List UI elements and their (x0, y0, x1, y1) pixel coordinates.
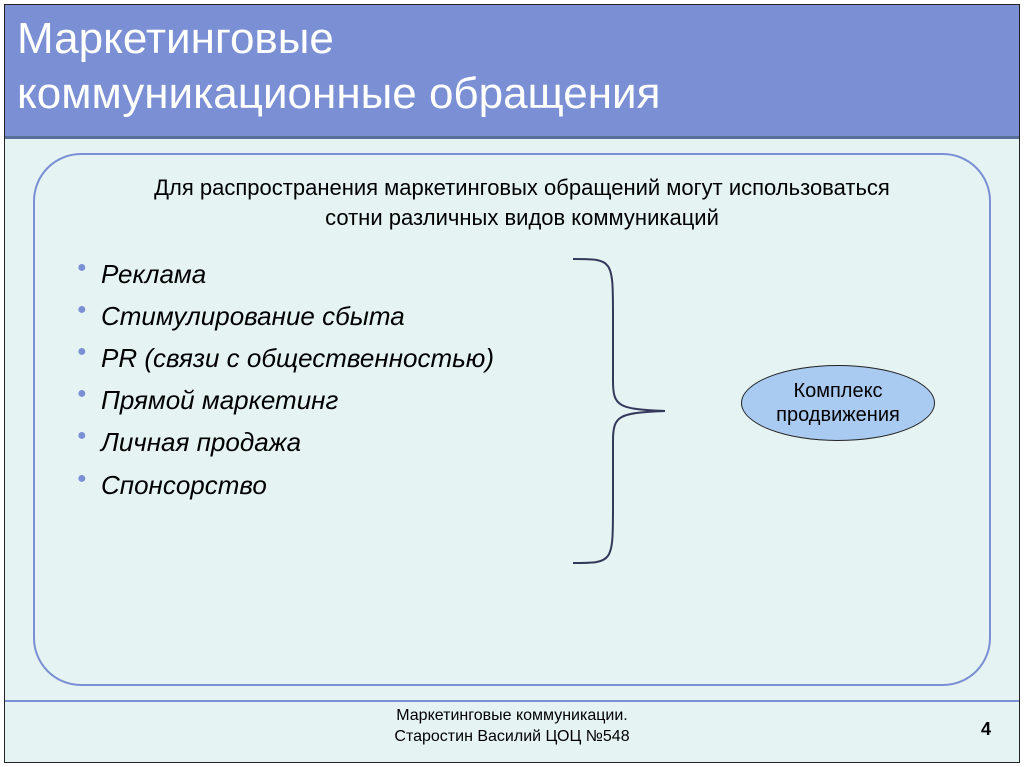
list-item: Спонсорство (77, 464, 494, 506)
intro-text: Для распространения маркетинговых обраще… (145, 173, 899, 232)
list-item: PR (связи с общественностью) (77, 337, 494, 379)
title-underline (5, 136, 1019, 139)
callout-ellipse: Комплекс продвижения (741, 365, 935, 441)
list-item: Стимулирование сбыта (77, 295, 494, 337)
page-number: 4 (981, 719, 991, 740)
slide: Маркетинговые коммуникационные обращения… (4, 4, 1020, 763)
title-banner: Маркетинговые коммуникационные обращения (5, 5, 1019, 139)
bullet-list: Реклама Стимулирование сбыта PR (связи с… (77, 253, 494, 506)
callout-label-line1: Комплекс (793, 379, 882, 403)
brace-icon (565, 257, 675, 565)
title-line-1: Маркетинговые (17, 14, 334, 63)
title-line-2: коммуникационные обращения (17, 69, 660, 118)
footer-text: Маркетинговые коммуникации. Старостин Ва… (5, 706, 1019, 748)
slide-title: Маркетинговые коммуникационные обращения (17, 11, 1007, 121)
footer-divider (5, 700, 1019, 702)
footer-line-1: Маркетинговые коммуникации. (396, 707, 627, 724)
list-item: Прямой маркетинг (77, 379, 494, 421)
list-item: Реклама (77, 253, 494, 295)
callout-label-line2: продвижения (776, 403, 900, 427)
footer-line-2: Старостин Василий ЦОЦ №548 (394, 728, 629, 745)
list-item: Личная продажа (77, 421, 494, 463)
